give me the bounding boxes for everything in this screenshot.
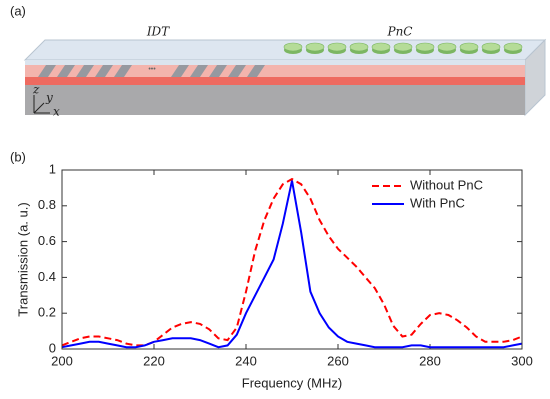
substrate: [25, 85, 525, 115]
idt-finger: [228, 65, 246, 77]
piezo-layer-edge: [25, 77, 525, 85]
piezo-layer: [25, 65, 525, 77]
pnc-pillar-top: [415, 42, 435, 52]
chart: (b) 0 0.2 0.4 0.6 0.8 1 200 220 240 260 280 300 Frequ…: [10, 149, 533, 390]
idt-fingers: [38, 65, 265, 77]
pnc-pillar-top: [349, 42, 369, 52]
axis-arrow: [33, 102, 45, 114]
idt-finger: [76, 65, 94, 77]
pnc-pillar-top: [371, 42, 391, 52]
pnc-pillar-top: [283, 42, 303, 52]
axis-triad: [33, 95, 50, 114]
legend-label: With PnC: [410, 195, 465, 210]
idt-finger: [209, 65, 227, 77]
pnc-pillar-top: [393, 42, 413, 52]
idt-finger: [38, 65, 56, 77]
panel-label: (a): [10, 3, 26, 18]
pnc-pillar-top: [327, 42, 347, 52]
x-tick-label: 200: [51, 353, 73, 368]
pnc-pillar-top: [503, 42, 523, 52]
idt-finger: [247, 65, 265, 77]
series-line: [61, 177, 523, 347]
y-tick-label: 0: [49, 340, 56, 355]
top-layer: [25, 60, 525, 65]
pnc-pillars: [283, 42, 523, 54]
plot-frame: [61, 169, 523, 350]
idt-finger: [114, 65, 132, 77]
x-tick-label: 280: [419, 353, 441, 368]
pnc-pillar-top: [305, 42, 325, 52]
x-axis-label: Frequency (MHz): [242, 375, 342, 390]
x-tick-label: 300: [511, 353, 533, 368]
idt-finger: [95, 65, 113, 77]
ellipsis: •••: [148, 66, 156, 73]
idt-finger: [57, 65, 75, 77]
idt-finger: [190, 65, 208, 77]
axis-x: x: [53, 105, 60, 119]
y-tick-label: 0.8: [38, 197, 56, 212]
pnc-pillar-top: [481, 42, 501, 52]
pnc-pillar-top: [437, 42, 457, 52]
y-tick-label: 0.2: [38, 305, 56, 320]
legend-label: Without PnC: [410, 177, 483, 192]
x-tick-label: 220: [143, 353, 165, 368]
idt-label: IDT: [146, 25, 170, 39]
panel-label: (b): [10, 149, 26, 164]
axis-z: z: [32, 83, 40, 97]
idt-finger: [171, 65, 189, 77]
x-tick-label: 260: [327, 353, 349, 368]
series-line: [61, 180, 523, 349]
pnc-pillar-top: [459, 42, 479, 52]
device-diagram: (a) IDT PnC ••• z y x: [10, 3, 547, 119]
y-tick-label: 1: [49, 161, 56, 176]
y-tick-label: 0.6: [38, 233, 56, 248]
pnc-label: PnC: [387, 25, 413, 39]
y-axis-label: Transmission (a. u.): [15, 202, 30, 316]
axis-y: y: [45, 91, 53, 105]
x-tick-label: 240: [235, 353, 257, 368]
y-tick-label: 0.4: [38, 269, 56, 284]
